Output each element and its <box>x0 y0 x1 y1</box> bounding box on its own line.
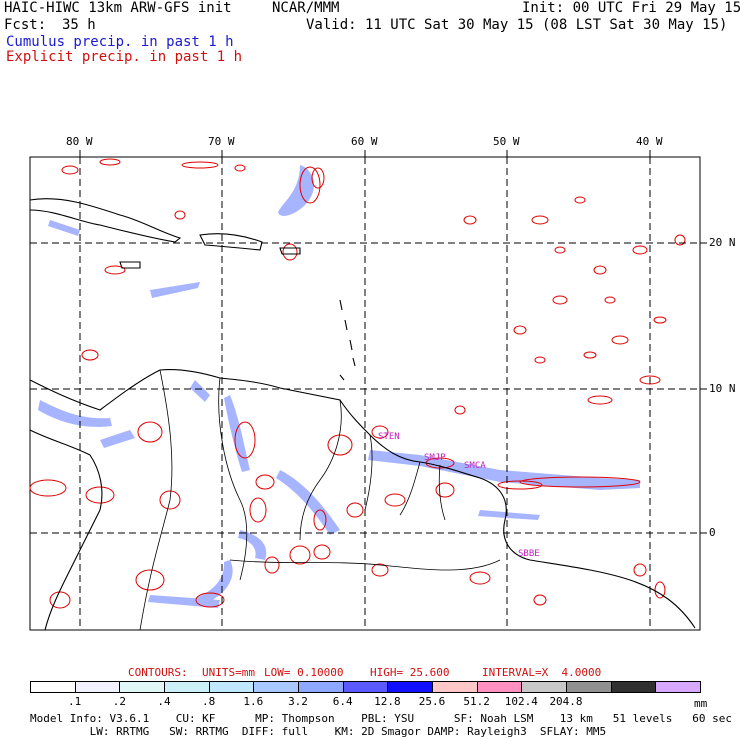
lon-label-60w: 60 W <box>351 135 378 148</box>
forecast-hours: 35 h <box>62 17 96 33</box>
colorbar-swatch <box>74 681 121 693</box>
colorbar-tick-label: .1 <box>68 695 82 708</box>
valid-time: Valid: 11 UTC Sat 30 May 15 (08 LST Sat … <box>306 17 728 33</box>
lon-label-50w: 50 W <box>493 135 520 148</box>
colorbar-tick-label: 51.2 <box>463 695 490 708</box>
colorbar-unit: mm <box>694 697 708 710</box>
contours-interval: INTERVAL=X 4.0000 <box>482 666 602 679</box>
colorbar-swatch <box>655 681 701 693</box>
station-sten: STEN <box>378 432 400 442</box>
init-time: Init: 00 UTC Fri 29 May 15 <box>522 0 740 16</box>
colorbar-swatch <box>298 681 344 693</box>
contours-low: LOW= 0.10000 <box>264 666 344 679</box>
colorbar-tick-label: 1.6 <box>243 695 264 708</box>
station-smca: SMCA <box>464 461 486 471</box>
colorbar-tick-label: 102.4 <box>504 695 538 708</box>
coastlines <box>29 198 696 631</box>
colorbar-tick-label: 3.2 <box>288 695 308 708</box>
colorbar-swatch <box>432 681 478 693</box>
explicit-legend: Explicit precip. in past 1 h <box>6 49 243 65</box>
colorbar-swatch <box>119 681 165 693</box>
colorbar-tick-label: 12.8 <box>374 695 401 708</box>
lon-label-40w: 40 W <box>636 135 663 148</box>
model-info-line2: LW: RRTMG SW: RRTMG DIFF: full KM: 2D Sm… <box>30 725 607 738</box>
colorbar-swatch <box>566 681 612 693</box>
model-info-line1: Model Info: V3.6.1 CU: KF MP: Thompson P… <box>30 712 732 725</box>
lat-label-10n: 10 N <box>709 382 736 395</box>
forecast-label: Fcst: <box>4 17 47 33</box>
colorbar-tick-label: .8 <box>202 695 216 708</box>
colorbar-swatch <box>253 681 299 693</box>
colorbar-swatch <box>208 681 255 693</box>
colorbar-swatch <box>164 681 210 693</box>
contours-high: HIGH= 25.600 <box>370 666 450 679</box>
colorbar-tick-label: 25.6 <box>418 695 446 708</box>
contours-label: CONTOURS: <box>128 666 188 679</box>
colorbar-tick-label: .4 <box>157 695 171 708</box>
colorbar-swatch <box>476 681 523 693</box>
colorbar-tick-label: 6.4 <box>332 695 353 708</box>
lon-label-80w: 80 W <box>66 135 93 148</box>
model-title: HAIC-HIWC 13km ARW-GFS init <box>4 0 232 16</box>
lat-label-20n: 20 N <box>709 236 736 249</box>
colorbar-swatch <box>342 681 389 693</box>
colorbar-tick-label: 204.8 <box>549 695 583 708</box>
cumulus-legend: Cumulus precip. in past 1 h <box>6 34 234 50</box>
colorbar-tick-label: .2 <box>112 695 126 708</box>
colorbar-swatch <box>30 681 76 693</box>
cumulus-precip-areas <box>38 165 640 608</box>
center-name: NCAR/MMM <box>272 0 340 16</box>
colorbar-swatch <box>521 681 567 693</box>
lat-label-0: 0 <box>709 526 716 539</box>
station-smjp: SMJP <box>424 453 446 463</box>
lat-lon-grid <box>30 157 700 630</box>
lon-label-70w: 70 W <box>208 135 235 148</box>
station-sbbe: SBBE <box>518 549 540 559</box>
contours-units: UNITS=mm <box>202 666 255 679</box>
colorbar-swatch <box>610 681 657 693</box>
colorbar-swatch <box>387 681 433 693</box>
